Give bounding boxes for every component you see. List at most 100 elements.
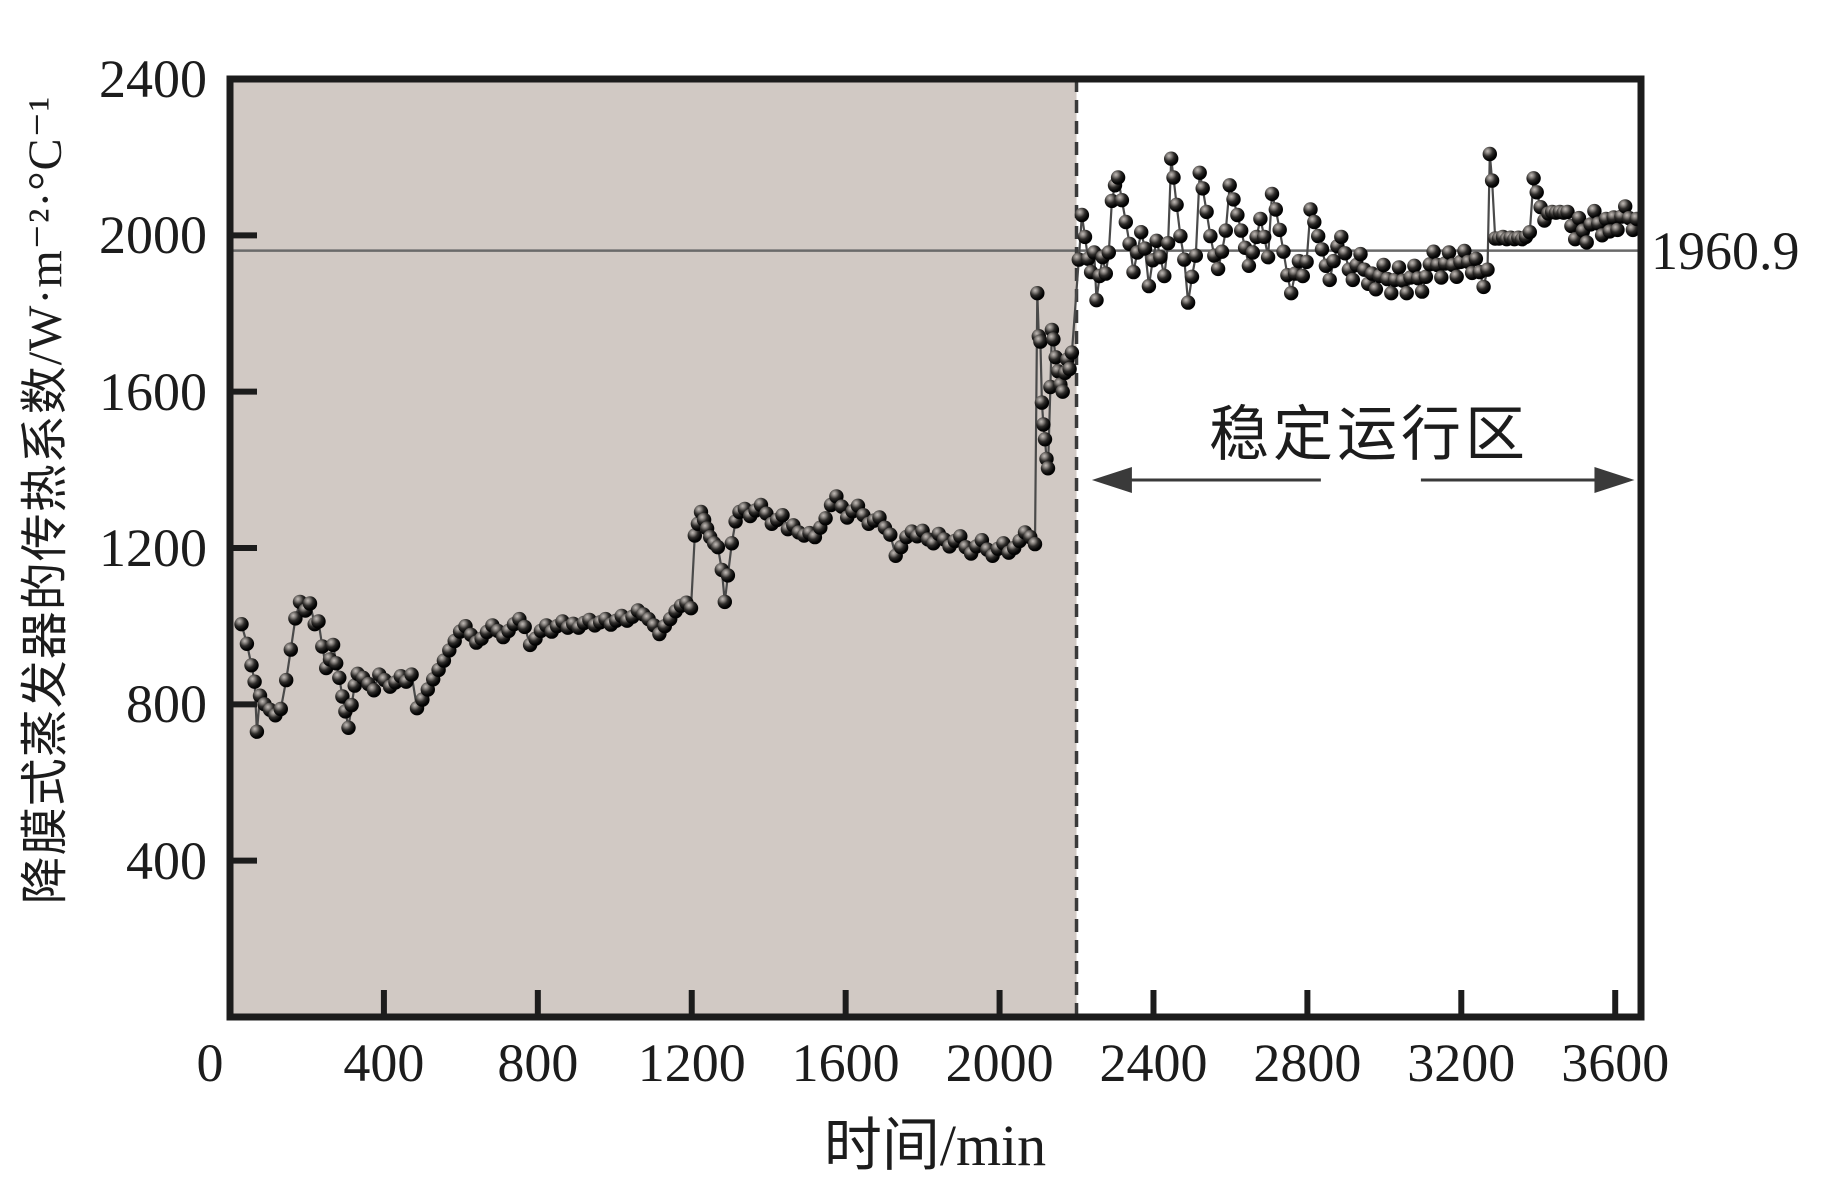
data-point <box>1625 222 1641 238</box>
data-point <box>1214 244 1230 259</box>
axis-ticks <box>233 76 1619 1014</box>
data-point <box>1426 244 1441 259</box>
data-point <box>1482 146 1498 162</box>
data-point <box>818 511 833 526</box>
data-point <box>1192 165 1207 180</box>
data-point <box>1160 236 1176 251</box>
data-point <box>683 601 699 616</box>
data-point <box>1203 228 1218 244</box>
y-tick-label: 1600 <box>99 361 207 422</box>
data-point <box>724 536 739 551</box>
data-point <box>1571 210 1587 226</box>
data-point <box>1376 257 1391 273</box>
arrowhead-right-icon <box>1594 466 1635 493</box>
data-point <box>344 697 359 713</box>
data-point <box>1141 278 1157 294</box>
y-tick-label: 800 <box>126 674 207 735</box>
data-point <box>1414 284 1430 299</box>
x-tick-label: 0 <box>196 1033 224 1093</box>
data-point <box>1610 222 1625 238</box>
data-point <box>1241 258 1257 273</box>
data-point <box>1048 350 1063 365</box>
x-tick-label: 1200 <box>637 1033 746 1093</box>
x-tick-label: 3600 <box>1561 1033 1670 1093</box>
data-point <box>775 508 790 523</box>
data-point <box>717 594 732 610</box>
data-point <box>1484 173 1500 188</box>
x-tick-label: 1600 <box>791 1033 900 1093</box>
data-point <box>283 642 298 657</box>
data-point <box>1587 203 1602 219</box>
arrowhead-left-icon <box>1091 466 1132 493</box>
data-point <box>329 656 344 671</box>
data-point <box>1027 536 1043 552</box>
data-point <box>341 720 356 735</box>
data-point <box>1149 233 1164 248</box>
data-point <box>517 619 532 635</box>
data-point <box>1299 254 1314 270</box>
data-point <box>1253 211 1268 227</box>
data-point <box>1164 151 1179 166</box>
data-point <box>687 528 702 543</box>
data-point <box>1295 268 1311 284</box>
data-point <box>1046 332 1061 347</box>
data-point <box>1177 252 1192 267</box>
y-tick-label: 2400 <box>99 49 207 109</box>
data-point <box>1157 268 1172 284</box>
data-point <box>1311 228 1326 244</box>
data-point <box>288 611 303 626</box>
data-point <box>1522 225 1538 240</box>
data-point <box>1173 228 1188 244</box>
data-point <box>1284 286 1299 301</box>
data-point <box>1272 222 1287 238</box>
data-point <box>1034 395 1050 410</box>
data-point <box>1337 246 1353 261</box>
data-point <box>1560 204 1575 220</box>
data-point <box>1033 334 1048 349</box>
data-point <box>1153 250 1168 265</box>
data-point <box>1264 186 1280 202</box>
x-tick-label: 2800 <box>1253 1033 1362 1093</box>
plot-border <box>226 75 1645 1021</box>
x-tick-label: 3200 <box>1407 1033 1516 1093</box>
data-point <box>1353 246 1368 262</box>
data-point <box>1180 295 1196 310</box>
data-point <box>1276 244 1291 259</box>
data-point <box>273 701 288 717</box>
data-point <box>1345 272 1361 288</box>
data-point <box>335 689 350 704</box>
data-point <box>332 670 347 685</box>
reference-line-label: 1960.9 <box>1651 220 1800 281</box>
data-point <box>1184 269 1200 284</box>
y-tick-label: 2000 <box>99 205 207 266</box>
data-point <box>1391 260 1407 275</box>
data-point <box>1322 272 1337 288</box>
data-point <box>1089 293 1104 308</box>
data-point <box>1476 279 1491 295</box>
data-point <box>1257 229 1272 245</box>
stable-region-label: 稳定运行区 <box>1208 401 1529 468</box>
data-point <box>1418 269 1434 284</box>
data-point <box>1064 345 1080 360</box>
data-point <box>1114 193 1130 208</box>
data-point <box>1134 225 1149 240</box>
data-point <box>1434 270 1449 285</box>
data-point <box>1098 266 1114 281</box>
data-point <box>1077 229 1093 245</box>
data-point <box>1110 170 1126 185</box>
data-point <box>315 639 330 654</box>
data-point <box>1118 214 1134 230</box>
data-point <box>1579 235 1594 250</box>
data-point <box>1226 192 1241 207</box>
data-point <box>1195 181 1210 196</box>
data-point <box>1040 461 1056 476</box>
data-point <box>1399 286 1414 301</box>
data-point <box>247 674 262 689</box>
y-tick-label: 400 <box>126 830 207 891</box>
data-point <box>1101 245 1117 260</box>
data-point <box>1407 258 1422 273</box>
data-point <box>1055 384 1070 399</box>
x-tick-label: 800 <box>497 1033 579 1093</box>
